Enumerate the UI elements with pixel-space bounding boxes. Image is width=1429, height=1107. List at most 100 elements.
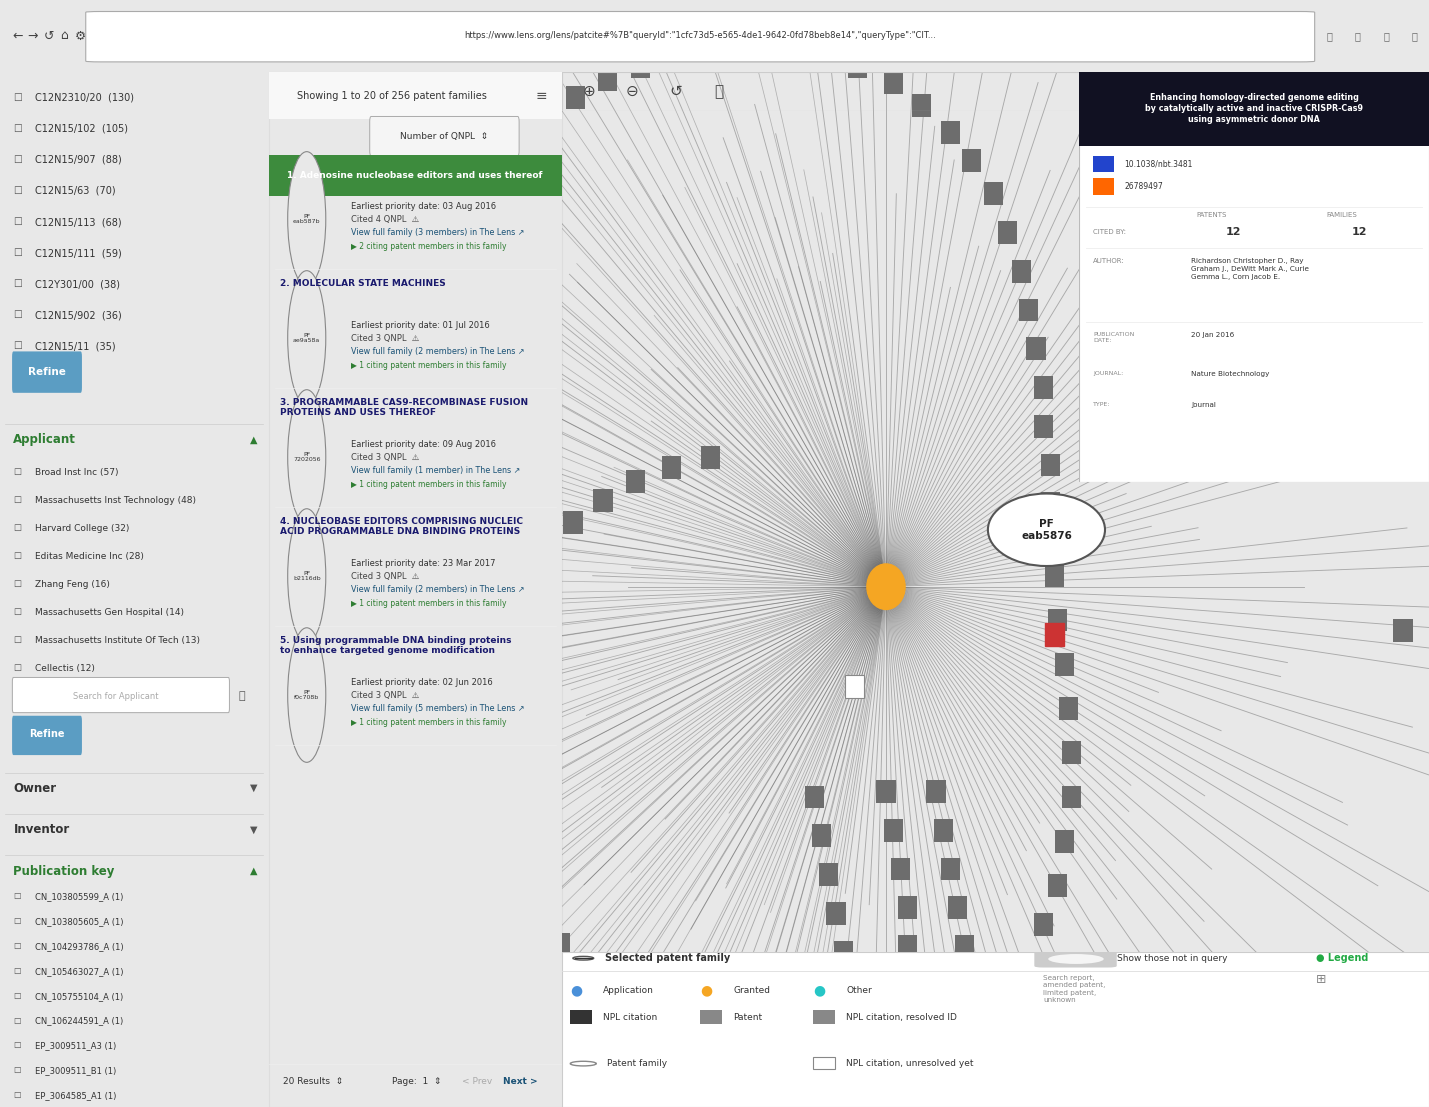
Bar (563, 511, 583, 534)
Text: ▲: ▲ (250, 434, 257, 444)
Bar (897, 897, 917, 919)
Text: C12N15/102  (105): C12N15/102 (105) (34, 124, 129, 134)
Text: Cited 3 QNPL  ⚠: Cited 3 QNPL ⚠ (350, 691, 419, 700)
Bar (269, 72, 562, 118)
Text: PUBLICATION
DATE:: PUBLICATION DATE: (1093, 332, 1135, 343)
Text: Refine: Refine (29, 730, 64, 739)
Bar (626, 470, 646, 493)
Text: ☐: ☐ (13, 124, 23, 134)
Circle shape (1049, 954, 1103, 964)
Bar (962, 1002, 982, 1024)
Bar (883, 819, 903, 841)
Bar (597, 69, 617, 91)
Bar (955, 969, 975, 991)
Text: ▶ 1 citing patent members in this family: ▶ 1 citing patent members in this family (350, 717, 506, 727)
Bar (812, 825, 832, 847)
Bar (662, 456, 682, 478)
Bar (940, 122, 960, 144)
FancyBboxPatch shape (370, 116, 519, 156)
Text: ▶ 1 citing patent members in this family: ▶ 1 citing patent members in this family (350, 599, 506, 608)
Text: ☐: ☐ (13, 918, 21, 927)
Text: Journal: Journal (1190, 402, 1216, 407)
Text: Massachusetts Gen Hospital (14): Massachusetts Gen Hospital (14) (34, 608, 184, 617)
Text: ←: ← (11, 30, 23, 42)
Text: Patent: Patent (733, 1013, 763, 1022)
Bar (813, 1010, 835, 1024)
Text: ☐: ☐ (13, 468, 21, 477)
Circle shape (287, 509, 326, 643)
Ellipse shape (987, 494, 1105, 566)
Bar (1079, 72, 1429, 146)
Bar (962, 149, 982, 172)
Bar (845, 675, 865, 697)
Bar (869, 1024, 889, 1046)
Text: CN_103805599_A (1): CN_103805599_A (1) (34, 892, 123, 901)
Bar (576, 955, 596, 977)
Text: ☐: ☐ (13, 93, 23, 103)
Bar (1019, 299, 1039, 321)
Bar (1019, 952, 1039, 974)
Text: C12N15/902  (36): C12N15/902 (36) (34, 310, 121, 320)
FancyBboxPatch shape (13, 677, 230, 713)
Text: ☐: ☐ (13, 608, 21, 617)
Bar (633, 991, 653, 1013)
Text: EP_3009511_A3 (1): EP_3009511_A3 (1) (34, 1042, 116, 1051)
Text: ☐: ☐ (13, 279, 23, 289)
Text: Search report,
amended patent,
limited patent,
unknown: Search report, amended patent, limited p… (1043, 975, 1106, 1003)
Text: ☐: ☐ (13, 635, 21, 644)
FancyBboxPatch shape (11, 351, 81, 393)
Text: ⬜: ⬜ (1355, 31, 1360, 41)
Bar (845, 1035, 865, 1057)
Text: PF
eab5876: PF eab5876 (1020, 519, 1072, 540)
Text: ⌂: ⌂ (60, 30, 69, 42)
Bar (905, 1035, 925, 1057)
Text: C12N15/113  (68): C12N15/113 (68) (34, 217, 121, 227)
Text: ☐: ☐ (13, 155, 23, 165)
FancyBboxPatch shape (86, 11, 1315, 62)
Text: ☐: ☐ (13, 1016, 21, 1025)
Text: ☐: ☐ (13, 524, 21, 532)
Text: Cited 3 QNPL  ⚠: Cited 3 QNPL ⚠ (350, 453, 419, 462)
Bar (662, 1005, 682, 1027)
Bar (526, 910, 546, 932)
Bar (947, 897, 967, 919)
Text: →: → (27, 30, 39, 42)
Text: CN_105463027_A (1): CN_105463027_A (1) (34, 966, 123, 976)
Bar (997, 221, 1017, 244)
Text: Next >: Next > (503, 1077, 537, 1086)
Text: Other: Other (846, 986, 872, 995)
Text: NPL citation, unresolved yet: NPL citation, unresolved yet (846, 1059, 973, 1068)
Bar (1040, 493, 1060, 515)
Text: C12N15/63  (70): C12N15/63 (70) (34, 186, 116, 196)
Bar (1093, 178, 1115, 195)
Bar (593, 489, 613, 511)
Text: Massachusetts Institute Of Tech (13): Massachusetts Institute Of Tech (13) (34, 635, 200, 644)
Text: CN_104293786_A (1): CN_104293786_A (1) (34, 942, 123, 951)
Bar (926, 1013, 946, 1035)
Text: Page:  1  ⇕: Page: 1 ⇕ (392, 1077, 442, 1086)
Text: ☐: ☐ (13, 663, 21, 673)
Text: ⚙: ⚙ (74, 30, 86, 42)
Bar (1045, 565, 1065, 587)
Text: 12: 12 (1352, 227, 1368, 237)
FancyBboxPatch shape (1035, 951, 1116, 968)
Text: ☐: ☐ (13, 341, 23, 351)
Bar (1055, 653, 1075, 675)
Text: EP_3064585_A1 (1): EP_3064585_A1 (1) (34, 1092, 116, 1100)
Bar (1033, 415, 1053, 437)
Text: ⬜: ⬜ (1383, 31, 1389, 41)
Text: Application: Application (603, 986, 654, 995)
Text: ☐: ☐ (13, 892, 21, 901)
Bar (702, 42, 722, 64)
Text: ●: ● (570, 984, 583, 997)
Bar (890, 858, 910, 880)
Text: C12N2310/20  (130): C12N2310/20 (130) (34, 93, 134, 103)
Bar (1093, 156, 1115, 173)
Text: Richardson Christopher D., Ray
Graham J., DeWitt Mark A., Curie
Gemma L., Corn J: Richardson Christopher D., Ray Graham J.… (1190, 258, 1309, 280)
Text: < Prev: < Prev (462, 1077, 492, 1086)
Bar (813, 1057, 835, 1069)
Text: ⬜: ⬜ (1412, 31, 1418, 41)
Text: View full family (2 members) in The Lens ↗: View full family (2 members) in The Lens… (350, 348, 524, 356)
Text: 4. NUCLEOBASE EDITORS COMPRISING NUCLEIC
ACID PROGRAMMABLE DNA BINDING PROTEINS: 4. NUCLEOBASE EDITORS COMPRISING NUCLEIC… (280, 517, 523, 537)
Text: ⤢: ⤢ (714, 84, 723, 99)
